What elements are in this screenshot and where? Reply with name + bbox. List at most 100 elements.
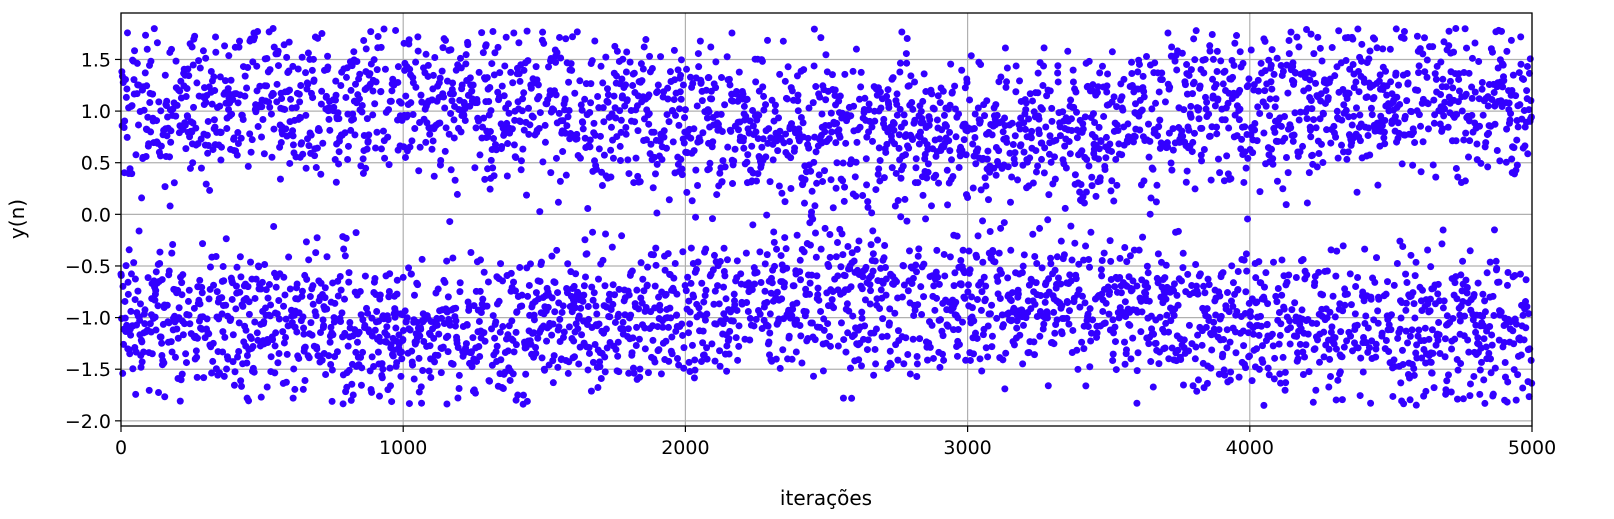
data-point	[1351, 310, 1359, 318]
data-point	[1079, 125, 1087, 133]
data-point	[740, 134, 748, 142]
data-point	[812, 83, 820, 91]
data-point	[1453, 111, 1461, 119]
data-point	[609, 281, 617, 289]
data-point	[832, 184, 840, 192]
data-point	[607, 123, 615, 131]
data-point	[1337, 328, 1345, 336]
data-point	[342, 73, 350, 81]
data-point	[1395, 81, 1403, 89]
data-point	[232, 305, 240, 313]
data-point	[1468, 111, 1476, 119]
data-point	[1145, 297, 1153, 305]
data-point	[229, 96, 237, 104]
data-point	[174, 334, 182, 342]
data-point	[442, 124, 450, 132]
data-point	[301, 343, 309, 351]
data-point	[1065, 138, 1073, 146]
data-point	[1042, 123, 1050, 131]
data-point	[1383, 91, 1391, 99]
data-point	[161, 71, 169, 79]
data-point	[1047, 158, 1055, 166]
data-point	[949, 172, 957, 180]
data-point	[156, 259, 164, 267]
data-point	[926, 116, 934, 124]
data-point	[1512, 92, 1520, 100]
data-point	[1040, 320, 1048, 328]
data-point	[456, 279, 464, 287]
data-point	[675, 361, 683, 369]
data-point	[1165, 328, 1173, 336]
data-point	[957, 257, 965, 265]
data-point	[835, 126, 843, 134]
data-point	[1327, 372, 1335, 380]
data-point	[752, 128, 760, 136]
data-point	[833, 119, 841, 127]
data-point	[312, 312, 320, 320]
data-point	[1290, 131, 1298, 139]
data-point	[661, 266, 669, 274]
data-point	[1194, 331, 1202, 339]
data-point	[1158, 69, 1166, 77]
data-point	[625, 369, 633, 377]
data-point	[282, 378, 290, 386]
data-point	[1231, 39, 1239, 47]
data-point	[804, 134, 812, 142]
data-point	[343, 383, 351, 391]
data-point	[1071, 171, 1079, 179]
data-point	[817, 34, 825, 42]
data-point	[504, 140, 512, 148]
data-point	[1133, 367, 1141, 375]
data-point	[679, 248, 687, 256]
data-point	[346, 318, 354, 326]
data-point	[984, 322, 992, 330]
data-point	[797, 332, 805, 340]
data-point	[480, 329, 488, 337]
data-point	[852, 192, 860, 200]
data-point	[984, 353, 992, 361]
data-point	[414, 47, 422, 55]
data-point	[530, 316, 538, 324]
data-point	[175, 304, 183, 312]
data-point	[471, 164, 479, 172]
data-point	[660, 127, 668, 135]
data-point	[973, 334, 981, 342]
data-point	[825, 263, 833, 271]
data-point	[347, 126, 355, 134]
data-point	[636, 373, 644, 381]
data-point	[1213, 68, 1221, 76]
data-point	[313, 345, 321, 353]
data-point	[1426, 307, 1434, 315]
data-point	[841, 272, 849, 280]
data-point	[703, 344, 711, 352]
data-point	[1179, 249, 1187, 257]
data-point	[244, 162, 252, 170]
data-point	[876, 157, 884, 165]
data-point	[607, 146, 615, 154]
data-point	[1349, 61, 1357, 69]
data-point	[496, 69, 504, 77]
data-point	[705, 108, 713, 116]
data-point	[358, 364, 366, 372]
data-point	[1429, 349, 1437, 357]
data-point	[1387, 326, 1395, 334]
data-point	[724, 143, 732, 151]
data-point	[1245, 75, 1253, 83]
data-point	[679, 81, 687, 89]
data-point	[365, 131, 373, 139]
data-point	[516, 77, 524, 85]
data-point	[293, 280, 301, 288]
data-point	[1478, 78, 1486, 86]
data-point	[1455, 87, 1463, 95]
data-point	[759, 83, 767, 91]
data-point	[631, 118, 639, 126]
data-point	[580, 282, 588, 290]
data-point	[450, 134, 458, 142]
data-point	[898, 293, 906, 301]
data-point	[1177, 356, 1185, 364]
data-point	[974, 232, 982, 240]
data-point	[485, 98, 493, 106]
data-point	[729, 180, 737, 188]
data-point	[960, 136, 968, 144]
data-point	[541, 366, 549, 374]
